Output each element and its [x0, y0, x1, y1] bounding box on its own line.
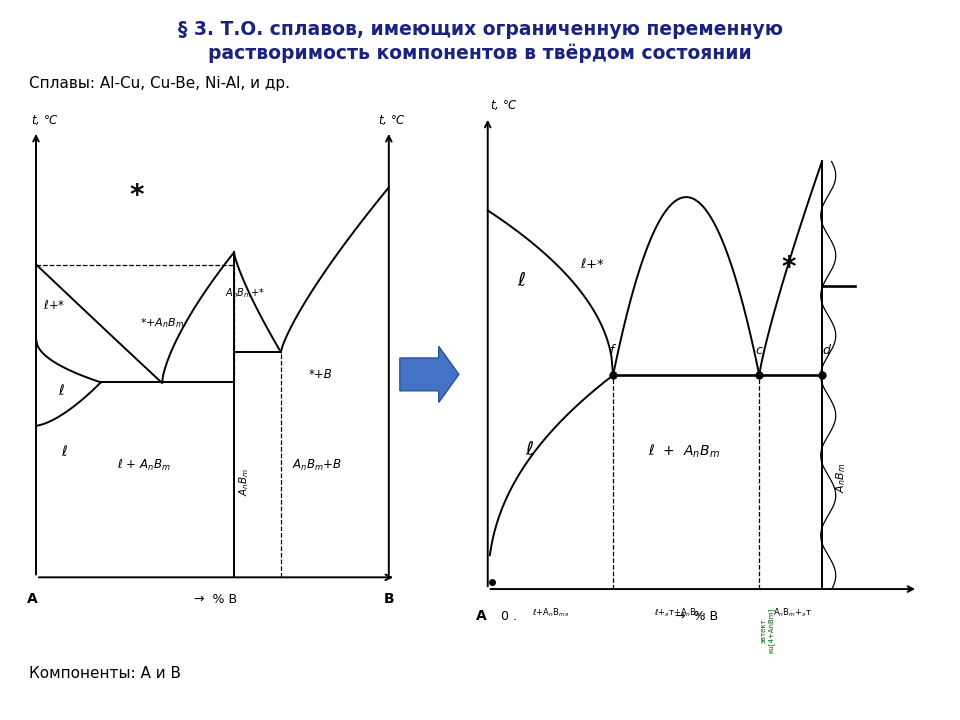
- Text: $\ell$: $\ell$: [525, 441, 534, 459]
- Text: 0 .: 0 .: [500, 611, 516, 624]
- Text: $\ell$+*: $\ell$+*: [580, 257, 605, 271]
- Text: эвтект
кu[4+AnBm]: эвтект кu[4+AnBm]: [760, 608, 775, 653]
- Text: B: B: [383, 593, 395, 606]
- Text: Компоненты: A и B: Компоненты: A и B: [29, 666, 180, 681]
- Text: $c$: $c$: [755, 344, 763, 357]
- Text: $\ell$+$_э$т+A$_n$B$_m$$_э$: $\ell$+$_э$т+A$_n$B$_m$$_э$: [654, 607, 707, 619]
- Text: *: *: [781, 254, 796, 282]
- Text: § 3. Т.О. сплавов, имеющих ограниченную переменную: § 3. Т.О. сплавов, имеющих ограниченную …: [178, 20, 782, 39]
- Text: растворимость компонентов в твёрдом состоянии: растворимость компонентов в твёрдом сост…: [208, 43, 752, 63]
- Text: A$_n$B$_m$: A$_n$B$_m$: [834, 462, 849, 493]
- Text: $t$, °C: $t$, °C: [490, 99, 518, 112]
- Text: $\ell$: $\ell$: [61, 444, 68, 459]
- Text: →  % B: → % B: [195, 593, 237, 606]
- Text: *+B: *+B: [308, 368, 332, 381]
- Text: $d$: $d$: [822, 343, 832, 357]
- Text: $\ell$+*: $\ell$+*: [43, 299, 65, 312]
- Text: A$_n$B$_m$: A$_n$B$_m$: [238, 468, 252, 496]
- Text: $\ell$  +  A$_n$B$_m$: $\ell$ + A$_n$B$_m$: [648, 442, 720, 460]
- Text: $t$, °C: $t$, °C: [31, 113, 59, 127]
- Text: A$_n$B$_m$+B: A$_n$B$_m$+B: [292, 458, 342, 473]
- FancyArrow shape: [399, 346, 459, 402]
- Text: A: A: [27, 593, 37, 606]
- Text: $\ell$: $\ell$: [516, 271, 526, 290]
- Text: $f$: $f$: [609, 343, 617, 357]
- Text: $\ell$: $\ell$: [58, 383, 64, 398]
- Text: $t$, °C: $t$, °C: [378, 113, 406, 127]
- Text: *: *: [130, 182, 144, 210]
- Text: *+A$_n$B$_m$: *+A$_n$B$_m$: [140, 316, 184, 330]
- Text: A$_n$B$_m$+*: A$_n$B$_m$+*: [225, 286, 265, 300]
- Text: $\ell$ + A$_n$B$_m$: $\ell$ + A$_n$B$_m$: [117, 458, 171, 473]
- Text: Сплавы: Al-Cu, Cu-Be, Ni-Al, и др.: Сплавы: Al-Cu, Cu-Be, Ni-Al, и др.: [29, 76, 290, 91]
- Text: →  % B: → % B: [675, 611, 718, 624]
- Text: A: A: [476, 609, 487, 624]
- Text: $\ell$+A$_n$B$_m$$_э$: $\ell$+A$_n$B$_m$$_э$: [532, 607, 569, 619]
- Text: A$_n$B$_m$+$_э$т: A$_n$B$_m$+$_э$т: [773, 607, 812, 619]
